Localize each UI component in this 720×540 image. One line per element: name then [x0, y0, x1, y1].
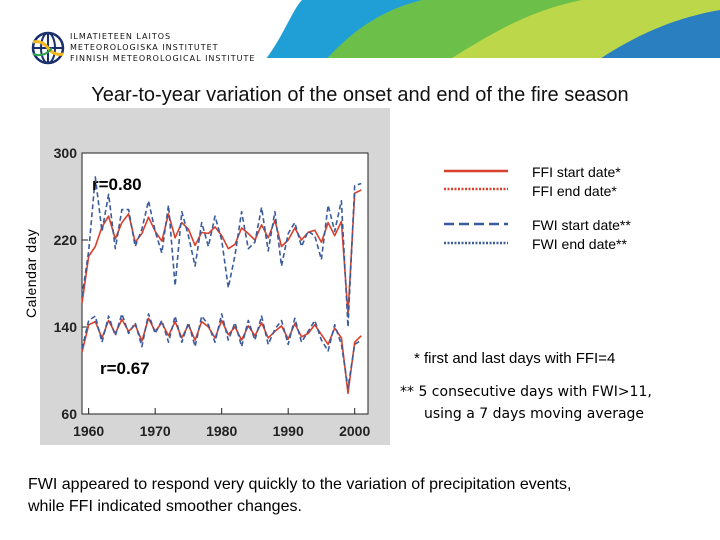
legend-ffi-end: FFI end date* [532, 183, 617, 199]
series-line-fwi-end-date [81, 176, 362, 328]
fwi-definition-note-2: using a 7 days moving average [424, 406, 645, 422]
x-tick-label: 1980 [206, 423, 237, 439]
legend-fwi-start: FWI start date** [532, 217, 631, 233]
x-tick-label: 1990 [273, 423, 304, 439]
logo-line-1: ILMATIETEEN LAITOS [70, 32, 172, 41]
y-tick-label: 140 [54, 319, 78, 335]
logo-line-3: FINNISH METEOROLOGICAL INSTITUTE [70, 54, 256, 63]
y-axis-label: Calendar day [23, 228, 39, 318]
plot-area [81, 152, 369, 415]
summary-line-1: FWI appeared to respond very quickly to … [28, 476, 572, 493]
y-tick-label: 300 [54, 145, 78, 161]
summary-text: FWI appeared to respond very quickly to … [28, 474, 571, 518]
x-tick-label: 1960 [73, 423, 104, 439]
fwi-definition-note-1: ** 5 consecutive days with FWI>11, [400, 384, 652, 400]
fmi-logo: ILMATIETEEN LAITOS METEOROLOGISKA INSTIT… [30, 28, 254, 68]
legend-fwi-end: FWI end date** [532, 236, 627, 252]
y-tick-label: 60 [61, 406, 77, 422]
header-banner [262, 0, 720, 64]
globe-icon [31, 31, 65, 65]
x-tick-label: 2000 [339, 423, 370, 439]
summary-line-2: while FFI indicated smoother changes. [28, 498, 302, 515]
series-line-ffi-end-date [81, 189, 362, 315]
start-correlation-label: r=0.67 [100, 359, 150, 378]
series-line-fwi-start-date [81, 313, 362, 389]
x-tick-label: 1970 [140, 423, 171, 439]
legend-ffi-start: FFI start date* [532, 164, 621, 180]
y-tick-label: 220 [54, 232, 78, 248]
chart-legend: FFI start date* FFI end date* FWI start … [440, 160, 680, 260]
ffi-definition-note: * first and last days with FFI=4 [414, 350, 616, 367]
logo-line-2: METEOROLOGISKA INSTITUTET [70, 43, 219, 52]
end-correlation-label: r=0.80 [92, 175, 142, 194]
slide-title: Year-to-year variation of the onset and … [91, 84, 629, 106]
legend-swatches [444, 169, 508, 245]
